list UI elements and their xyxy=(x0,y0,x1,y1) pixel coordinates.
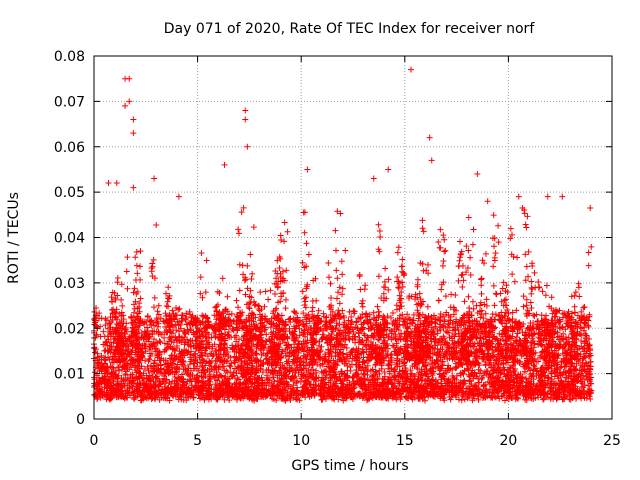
data-point xyxy=(453,376,460,383)
data-point xyxy=(100,328,107,335)
data-point xyxy=(297,378,304,385)
data-point xyxy=(461,396,468,403)
data-point xyxy=(370,309,377,316)
data-point xyxy=(105,354,112,361)
data-point xyxy=(196,395,203,402)
data-points xyxy=(91,66,595,404)
data-point xyxy=(91,369,98,376)
data-point xyxy=(147,362,154,369)
data-point xyxy=(118,309,125,316)
data-point xyxy=(514,330,521,337)
data-point xyxy=(263,331,270,338)
data-point xyxy=(501,397,508,404)
data-point xyxy=(538,312,545,319)
data-point xyxy=(428,314,435,321)
data-point xyxy=(320,310,327,317)
data-point xyxy=(306,315,313,322)
data-point xyxy=(496,330,503,337)
data-point xyxy=(447,396,454,403)
data-point xyxy=(350,328,357,335)
data-point xyxy=(190,387,197,394)
data-point xyxy=(224,369,231,376)
chart-title: Day 071 of 2020, Rate Of TEC Index for r… xyxy=(164,21,536,37)
data-point xyxy=(309,308,316,315)
data-point xyxy=(458,397,465,404)
data-point xyxy=(173,327,180,334)
data-point xyxy=(381,369,388,376)
data-point xyxy=(455,396,462,403)
data-point xyxy=(228,310,235,317)
data-point xyxy=(549,310,556,317)
data-point xyxy=(387,314,394,321)
data-point xyxy=(318,396,325,403)
data-point xyxy=(224,349,231,356)
data-point xyxy=(282,352,289,359)
data-point xyxy=(446,334,453,341)
data-point xyxy=(291,309,298,316)
data-point xyxy=(359,364,366,371)
data-point xyxy=(529,335,536,342)
data-point xyxy=(582,330,589,337)
data-point xyxy=(267,324,274,331)
data-point xyxy=(364,333,371,340)
data-point xyxy=(441,316,448,323)
data-point xyxy=(388,364,395,371)
data-point xyxy=(253,363,260,370)
data-point xyxy=(91,349,98,356)
data-point xyxy=(116,367,123,374)
data-point xyxy=(350,307,357,314)
